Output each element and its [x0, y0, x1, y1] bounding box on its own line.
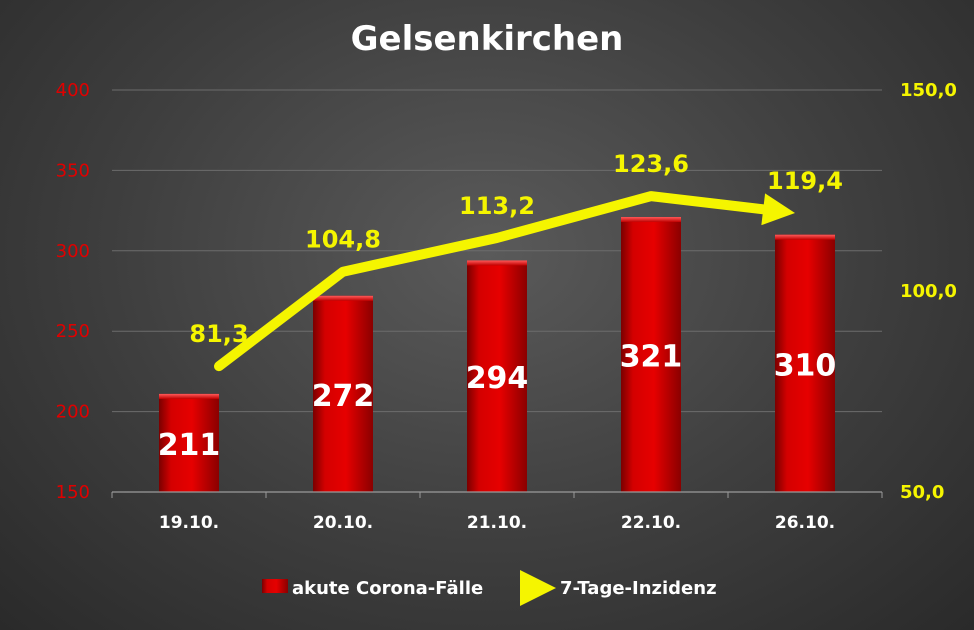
- line-layer: 81,3 104,8 113,2 123,6 119,4: [189, 150, 843, 372]
- left-y-axis: 150 200 250 300 350 400: [56, 80, 90, 503]
- bar-top-bevel: [313, 295, 373, 301]
- bar: [159, 393, 219, 492]
- left-y-tick-label: 300: [56, 241, 90, 262]
- x-axis: 19.10. 20.10. 21.10. 22.10. 26.10.: [111, 491, 883, 533]
- x-tick-label: 26.10.: [775, 513, 835, 533]
- line-data-label: 81,3: [189, 320, 248, 348]
- legend: akute Corona-Fälle 7-Tage-Inzidenz: [262, 570, 717, 606]
- bar-data-label: 272: [312, 379, 375, 414]
- chart-title: Gelsenkirchen: [351, 19, 624, 59]
- right-y-axis: 50,0 100,0 150,0: [900, 80, 957, 503]
- bar-data-label: 211: [158, 428, 221, 463]
- left-y-tick-label: 350: [56, 160, 90, 181]
- gridlines: [112, 89, 882, 413]
- x-tick-label: 20.10.: [313, 513, 373, 533]
- x-tick-label: 22.10.: [621, 513, 681, 533]
- left-y-tick-label: 250: [56, 321, 90, 342]
- left-y-tick-label: 150: [56, 482, 90, 503]
- legend-bar-swatch: [262, 579, 288, 593]
- series-line: [214, 191, 769, 372]
- right-y-tick-label: 150,0: [900, 80, 957, 101]
- legend-label-line: 7-Tage-Inzidenz: [560, 578, 717, 599]
- x-tick-label: 19.10.: [159, 513, 219, 533]
- bar: [467, 260, 527, 492]
- bar-top-bevel: [775, 234, 835, 240]
- left-y-tick-label: 400: [56, 80, 90, 101]
- line-data-label: 123,6: [613, 150, 689, 178]
- legend-label-bars: akute Corona-Fälle: [292, 578, 483, 599]
- bar: [313, 295, 373, 492]
- line-data-label: 113,2: [459, 192, 535, 220]
- bar-data-label: 321: [620, 340, 683, 375]
- bar-top-bevel: [159, 393, 219, 399]
- bar: [621, 217, 681, 493]
- bar-data-label: 294: [466, 361, 529, 396]
- right-y-tick-label: 100,0: [900, 281, 957, 302]
- bars-layer: 211 272 294 321 310: [158, 217, 837, 493]
- right-y-tick-label: 50,0: [900, 482, 944, 503]
- line-data-label: 104,8: [305, 226, 381, 254]
- line-data-label: 119,4: [767, 167, 843, 195]
- legend-line-swatch: [520, 570, 556, 606]
- left-y-tick-label: 200: [56, 402, 90, 423]
- bar-data-label: 310: [774, 348, 837, 383]
- bar: [775, 234, 835, 492]
- bar-top-bevel: [467, 260, 527, 266]
- series-line-arrowhead: [761, 193, 795, 226]
- bar-top-bevel: [621, 217, 681, 223]
- x-tick-label: 21.10.: [467, 513, 527, 533]
